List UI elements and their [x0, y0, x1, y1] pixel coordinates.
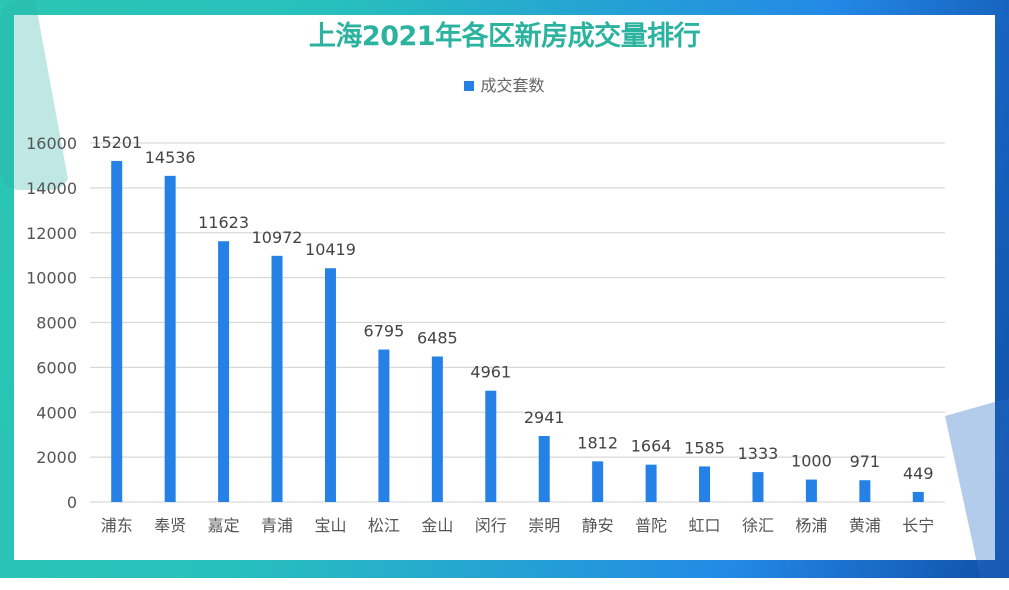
y-tick-label: 8000 [36, 314, 77, 333]
x-tick-label: 金山 [421, 516, 453, 535]
x-tick-label: 静安 [582, 516, 614, 535]
y-tick-label: 10000 [26, 269, 77, 288]
data-label: 2941 [524, 408, 565, 427]
y-tick-label: 6000 [36, 358, 77, 377]
data-label: 1812 [577, 433, 618, 452]
bar [538, 436, 550, 502]
x-tick-label: 闵行 [475, 516, 507, 535]
x-tick-label: 长宁 [902, 516, 934, 535]
data-label: 971 [850, 452, 881, 471]
x-tick-label: 宝山 [314, 516, 346, 535]
bar [324, 268, 336, 502]
legend-swatch [464, 81, 475, 91]
legend: 成交套数 [0, 72, 1009, 96]
y-tick-label: 14000 [26, 179, 77, 198]
bar [752, 472, 764, 502]
y-tick-label: 0 [67, 493, 77, 512]
x-tick-label: 虹口 [689, 516, 721, 535]
bar [164, 175, 176, 502]
data-label: 6485 [417, 328, 458, 347]
data-label: 1585 [684, 438, 725, 457]
chart-panel [14, 15, 995, 560]
chart-title: 上海2021年各区新房成交量排行 [308, 21, 701, 52]
data-label: 4961 [470, 363, 511, 382]
data-label: 14536 [145, 148, 196, 167]
y-tick-label: 16000 [26, 134, 77, 153]
x-tick-label: 普陀 [635, 516, 667, 535]
x-tick-label: 黄浦 [849, 516, 881, 535]
legend-label: 成交套数 [480, 76, 545, 95]
data-label: 10972 [252, 228, 303, 247]
bar [111, 160, 123, 503]
data-label: 1664 [631, 437, 672, 456]
x-tick-label: 浦东 [101, 516, 133, 535]
bar [378, 349, 390, 502]
y-tick-label: 12000 [26, 224, 77, 243]
bar [645, 464, 657, 502]
x-tick-label: 青浦 [261, 516, 293, 535]
data-label: 6795 [364, 322, 405, 341]
bar [485, 390, 497, 502]
y-tick-label: 2000 [36, 448, 77, 467]
data-label: 1000 [791, 452, 832, 471]
bar [592, 461, 604, 502]
bar [699, 466, 711, 502]
bar [805, 479, 817, 502]
bar [859, 480, 871, 502]
data-label: 1333 [738, 444, 779, 463]
y-tick-label: 4000 [36, 403, 77, 422]
x-tick-label: 杨浦 [795, 516, 827, 535]
data-label: 10419 [305, 240, 356, 259]
x-tick-label: 奉贤 [154, 516, 186, 535]
data-label: 449 [903, 464, 934, 483]
bar [431, 356, 443, 502]
x-tick-label: 崇明 [528, 516, 560, 535]
bar [271, 255, 283, 502]
bar [912, 491, 924, 502]
x-tick-label: 嘉定 [208, 516, 240, 535]
x-tick-label: 徐汇 [742, 516, 774, 535]
bar [218, 241, 230, 503]
x-tick-label: 松江 [368, 516, 400, 535]
data-label: 11623 [198, 213, 249, 232]
data-label: 15201 [91, 133, 142, 152]
